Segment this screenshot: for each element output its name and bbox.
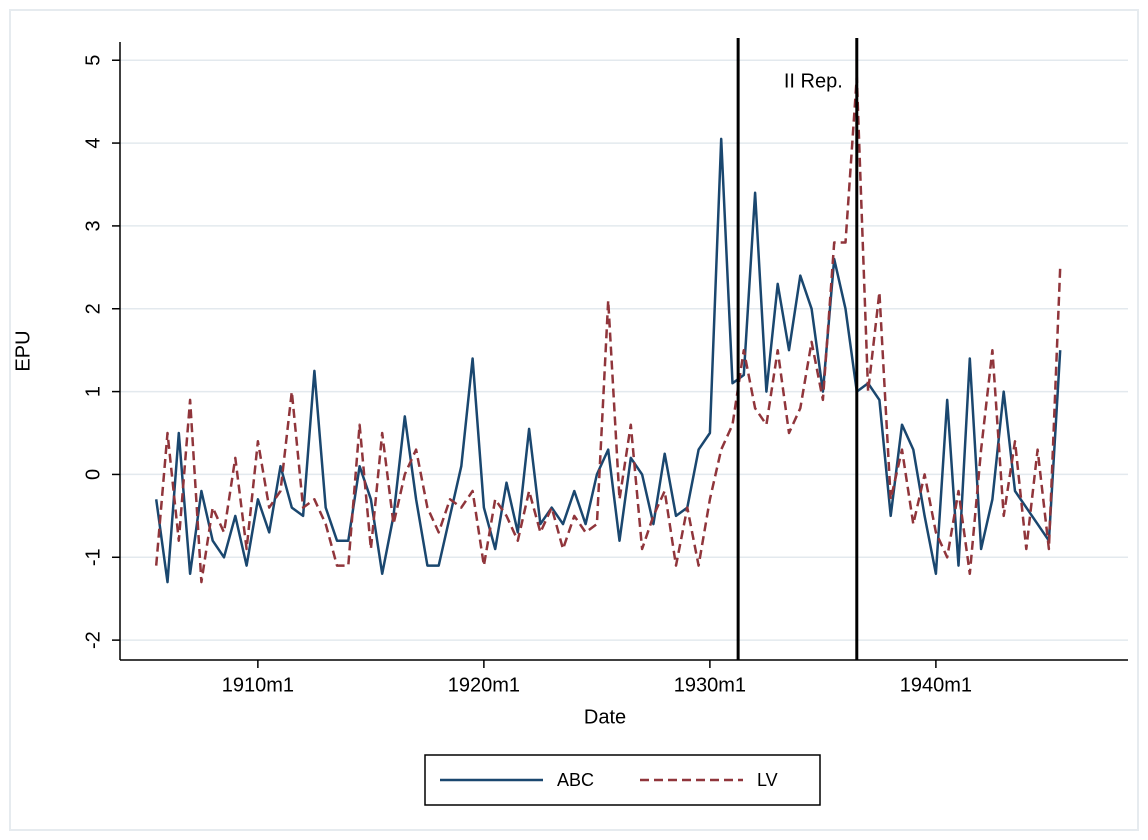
x-tick-label: 1940m1: [900, 674, 972, 696]
y-tick-label: 4: [82, 138, 104, 149]
x-tick-label: 1930m1: [674, 674, 746, 696]
y-tick-label: 1: [82, 386, 104, 397]
y-tick-label: 3: [82, 220, 104, 231]
y-tick-label: 2: [82, 303, 104, 314]
annotation: II Rep.: [784, 70, 843, 92]
series-line: [154, 137, 1062, 584]
y-axis-label: EPU: [12, 330, 34, 371]
y-tick-label: 0: [82, 469, 104, 480]
y-tick-label: 5: [82, 55, 104, 66]
x-tick-label: 1920m1: [448, 674, 520, 696]
series-line: [154, 75, 1062, 584]
x-axis-label: Date: [584, 706, 626, 728]
legend-label: ABC: [557, 770, 594, 790]
y-tick-label: -2: [82, 631, 104, 649]
x-tick-label: 1910m1: [222, 674, 294, 696]
y-tick-label: -1: [82, 548, 104, 566]
frame: [9, 9, 1139, 831]
legend-label: LV: [757, 770, 778, 790]
